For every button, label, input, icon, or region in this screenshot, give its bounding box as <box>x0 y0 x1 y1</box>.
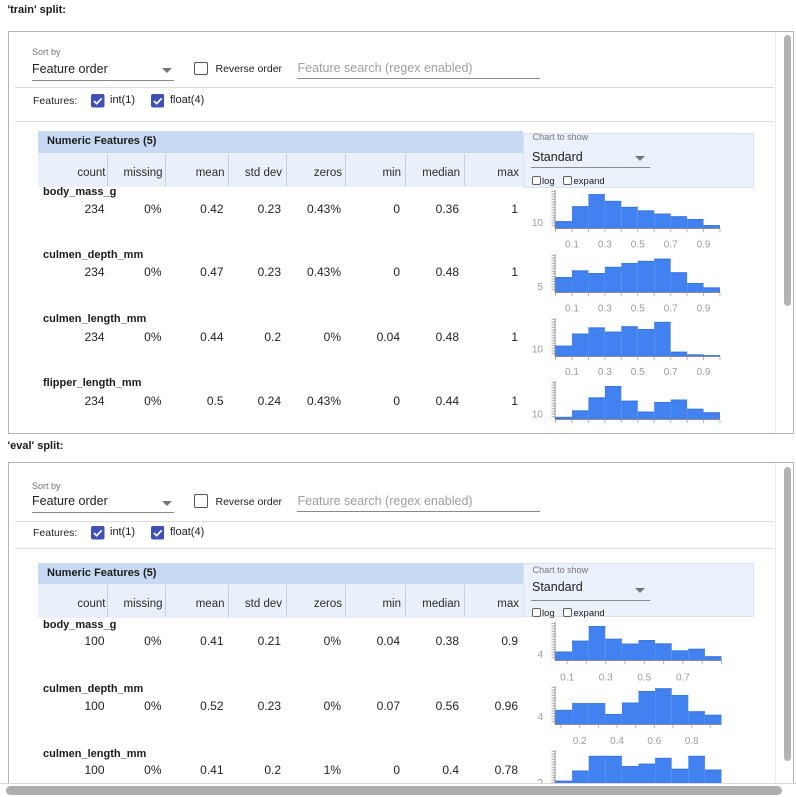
svg-text:0.7: 0.7 <box>664 367 678 378</box>
svg-text:0.2: 0.2 <box>573 736 587 747</box>
svg-text:0.9: 0.9 <box>697 367 711 378</box>
svg-text:0.1: 0.1 <box>565 240 579 251</box>
svg-text:0.1: 0.1 <box>560 672 574 683</box>
svg-text:10: 10 <box>532 410 544 421</box>
svg-text:0.3: 0.3 <box>598 240 612 251</box>
svg-text:4: 4 <box>537 649 543 660</box>
svg-text:0.7: 0.7 <box>664 303 678 314</box>
svg-text:0.8: 0.8 <box>685 736 699 747</box>
svg-text:0.5: 0.5 <box>637 672 651 683</box>
svg-text:10: 10 <box>532 344 544 355</box>
svg-text:4: 4 <box>537 712 543 723</box>
svg-text:0.5: 0.5 <box>631 303 645 314</box>
svg-text:0.9: 0.9 <box>697 240 711 251</box>
svg-text:0.5: 0.5 <box>631 240 645 251</box>
svg-text:0.7: 0.7 <box>664 240 678 251</box>
svg-text:10: 10 <box>532 218 544 229</box>
svg-text:0.9: 0.9 <box>697 303 711 314</box>
svg-text:0.3: 0.3 <box>599 672 613 683</box>
svg-text:0.1: 0.1 <box>565 367 579 378</box>
svg-text:0.1: 0.1 <box>565 303 579 314</box>
svg-text:5: 5 <box>537 282 543 293</box>
svg-text:0.7: 0.7 <box>676 672 690 683</box>
svg-text:0.3: 0.3 <box>598 367 612 378</box>
svg-text:0.6: 0.6 <box>647 736 661 747</box>
svg-text:0.4: 0.4 <box>610 736 624 747</box>
svg-text:0.5: 0.5 <box>631 367 645 378</box>
svg-text:0.3: 0.3 <box>598 303 612 314</box>
